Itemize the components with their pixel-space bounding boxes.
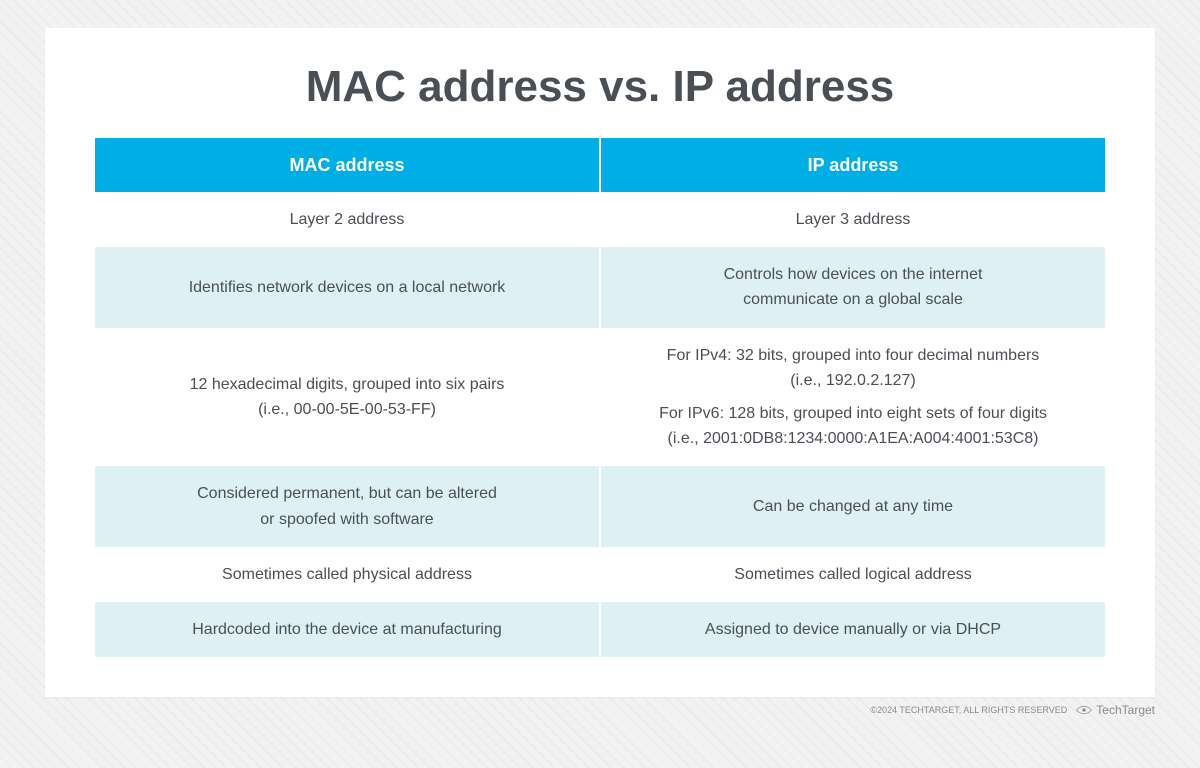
cell-text: Assigned to device manually or via DHCP — [705, 621, 1001, 638]
eye-icon — [1075, 704, 1093, 716]
cell-ip: For IPv4: 32 bits, grouped into four dec… — [600, 328, 1105, 467]
cell-text: Layer 3 address — [796, 211, 911, 228]
cell-mac: Hardcoded into the device at manufacturi… — [95, 602, 600, 657]
cell-ip: Sometimes called logical address — [600, 547, 1105, 602]
cell-ip: Controls how devices on the internet com… — [600, 247, 1105, 327]
cell-text: (i.e., 192.0.2.127) — [641, 369, 1065, 392]
comparison-table: MAC address IP address Layer 2 address L… — [95, 138, 1105, 657]
column-header-mac: MAC address — [95, 138, 600, 192]
cell-mac: Layer 2 address — [95, 192, 600, 247]
table-header-row: MAC address IP address — [95, 138, 1105, 192]
cell-text: Can be changed at any time — [753, 498, 953, 515]
cell-text: (i.e., 2001:0DB8:1234:0000:A1EA:A004:400… — [641, 427, 1065, 450]
cell-text: For IPv4: 32 bits, grouped into four dec… — [667, 347, 1040, 364]
cell-text: Sometimes called physical address — [222, 566, 472, 583]
cell-ip: Layer 3 address — [600, 192, 1105, 247]
table-row: Identifies network devices on a local ne… — [95, 247, 1105, 327]
table-row: 12 hexadecimal digits, grouped into six … — [95, 328, 1105, 467]
table-row: Hardcoded into the device at manufacturi… — [95, 602, 1105, 657]
cell-text: Controls how devices on the internet — [724, 266, 983, 283]
cell-text: Considered permanent, but can be altered — [197, 485, 497, 502]
cell-text: Hardcoded into the device at manufacturi… — [192, 621, 502, 638]
cell-mac: Identifies network devices on a local ne… — [95, 247, 600, 327]
cell-text: 12 hexadecimal digits, grouped into six … — [190, 376, 505, 393]
table-row: Layer 2 address Layer 3 address — [95, 192, 1105, 247]
column-header-ip: IP address — [600, 138, 1105, 192]
cell-ip: Can be changed at any time — [600, 466, 1105, 546]
cell-text: Identifies network devices on a local ne… — [189, 279, 506, 296]
cell-text: communicate on a global scale — [641, 288, 1065, 311]
cell-ip: Assigned to device manually or via DHCP — [600, 602, 1105, 657]
page-title: MAC address vs. IP address — [95, 62, 1105, 112]
cell-text: Layer 2 address — [290, 211, 405, 228]
footer: ©2024 TECHTARGET, ALL RIGHTS RESERVED Te… — [45, 703, 1155, 717]
cell-mac: 12 hexadecimal digits, grouped into six … — [95, 328, 600, 467]
table-row: Sometimes called physical address Someti… — [95, 547, 1105, 602]
cell-mac: Sometimes called physical address — [95, 547, 600, 602]
cell-text: For IPv6: 128 bits, grouped into eight s… — [659, 405, 1047, 422]
comparison-card: MAC address vs. IP address MAC address I… — [45, 28, 1155, 697]
cell-text: or spoofed with software — [135, 508, 559, 531]
copyright-text: ©2024 TECHTARGET, ALL RIGHTS RESERVED — [870, 705, 1067, 715]
logo-text: TechTarget — [1096, 703, 1155, 717]
cell-text: Sometimes called logical address — [734, 566, 971, 583]
table-row: Considered permanent, but can be altered… — [95, 466, 1105, 546]
techtarget-logo: TechTarget — [1075, 703, 1155, 717]
cell-text: (i.e., 00-00-5E-00-53-FF) — [135, 398, 559, 421]
cell-mac: Considered permanent, but can be altered… — [95, 466, 600, 546]
